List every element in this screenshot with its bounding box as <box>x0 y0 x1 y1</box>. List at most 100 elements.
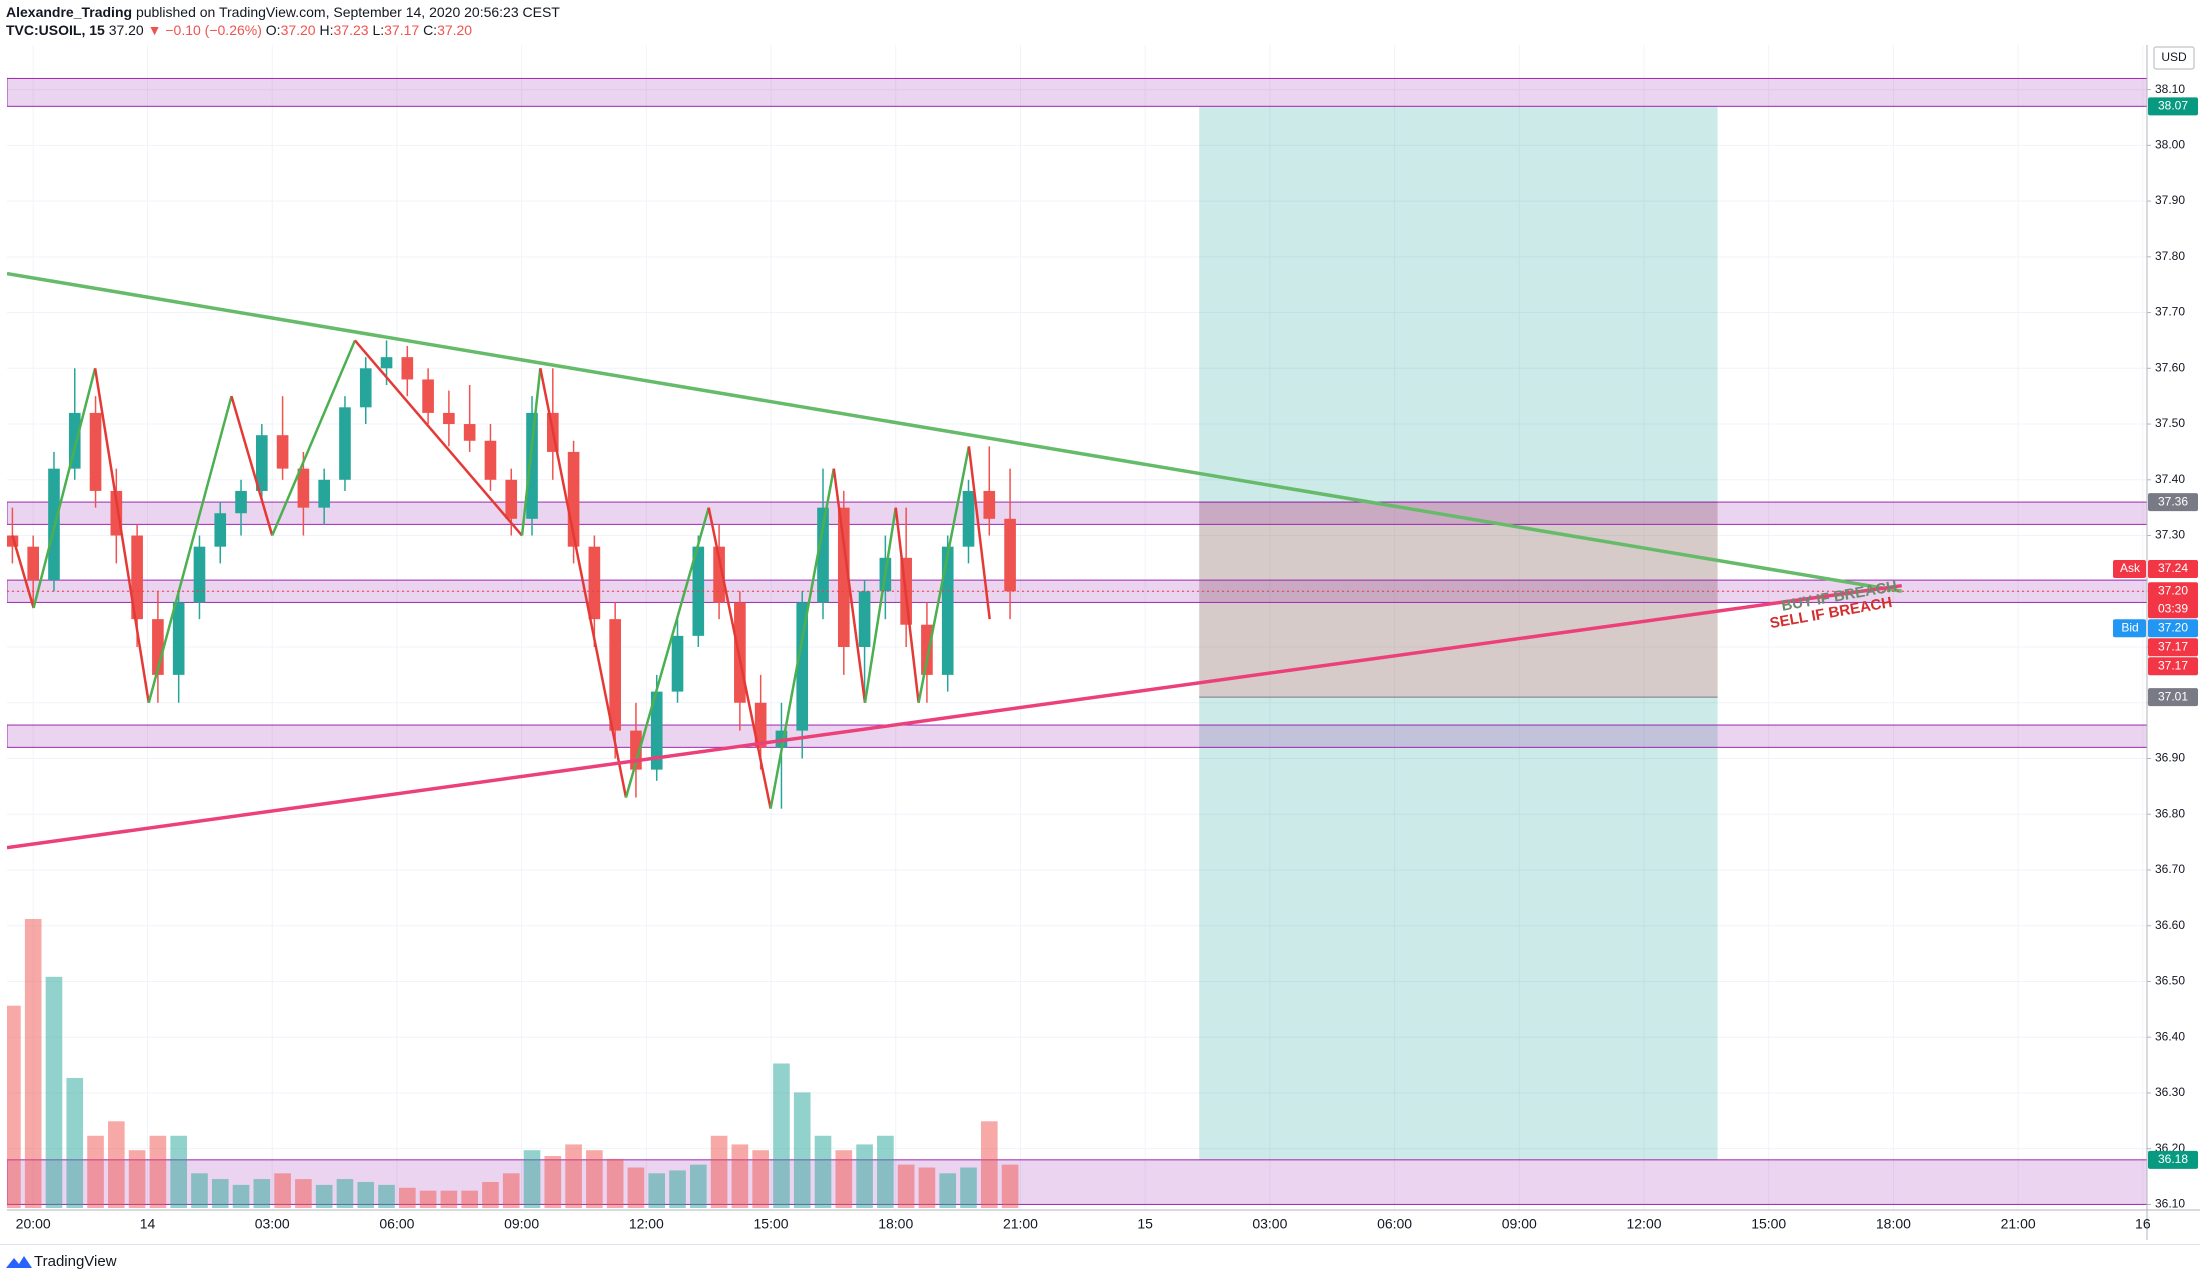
volume-bar <box>128 1150 146 1208</box>
volume-bar <box>689 1164 707 1208</box>
candle-body <box>941 546 954 675</box>
volume-bar <box>440 1190 458 1208</box>
footer: TradingView <box>0 1244 2200 1278</box>
price-badge <box>2148 619 2198 638</box>
symbol: TVC:USOIL, 15 <box>6 22 105 38</box>
volume-bar <box>108 1121 125 1208</box>
candle-body <box>422 379 434 413</box>
x-tick-label: 15:00 <box>1751 1216 1786 1232</box>
volume-bar <box>315 1184 333 1208</box>
ohlc-value: 37.23 <box>333 22 369 38</box>
zigzag-leg <box>863 507 897 703</box>
price-badge <box>2148 493 2198 512</box>
x-tick-label: 06:00 <box>1377 1216 1412 1232</box>
volume-bar <box>627 1167 645 1208</box>
volume-bar <box>565 1144 582 1208</box>
x-tick-label: 06:00 <box>379 1216 414 1232</box>
volume-bar <box>918 1167 936 1208</box>
candle-body <box>650 691 663 770</box>
volume-bar <box>856 1144 873 1208</box>
volume-bar <box>336 1179 354 1208</box>
x-tick-label: 21:00 <box>1003 1216 1038 1232</box>
candle-body <box>89 412 102 491</box>
price-badge-label: 37.17 <box>2158 639 2188 653</box>
candle-body <box>380 357 393 369</box>
zigzag-leg <box>539 368 628 798</box>
x-tick-label: 20:00 <box>16 1216 51 1232</box>
candle-body <box>193 546 206 603</box>
volume-bar <box>45 976 63 1208</box>
zigzag-leg <box>147 395 233 704</box>
candle-body <box>754 702 767 748</box>
volume-bar <box>482 1181 499 1208</box>
x-tick-label: 12:00 <box>1626 1216 1661 1232</box>
candle-body <box>484 440 497 480</box>
zigzag-leg <box>353 339 523 537</box>
price-badge <box>2148 657 2198 676</box>
volume-bar <box>7 1005 21 1208</box>
candle-body <box>463 424 476 441</box>
candle-body <box>172 602 185 675</box>
price-badge <box>2148 1150 2198 1169</box>
y-tick-label: 36.40 <box>2155 1029 2185 1043</box>
publisher: Alexandre_Trading <box>6 4 133 20</box>
zigzag-leg <box>520 368 542 536</box>
volume-bar <box>211 1179 229 1208</box>
published: published on TradingView.com, September … <box>135 4 560 20</box>
x-tick-label: 18:00 <box>878 1216 913 1232</box>
volume-bar <box>66 1077 84 1208</box>
zigzag-leg <box>11 535 35 609</box>
candle-body <box>7 535 19 547</box>
x-tick-label: 16 <box>2135 1216 2151 1232</box>
badge-tag-label: Ask <box>2120 561 2141 575</box>
volume-bar <box>502 1173 520 1208</box>
y-tick-label: 37.90 <box>2155 193 2185 207</box>
brand: TradingView <box>34 1253 117 1270</box>
price-badge <box>2148 582 2198 619</box>
currency-box[interactable] <box>2153 46 2195 70</box>
currency: USD <box>2161 50 2187 64</box>
candle-body <box>359 368 372 408</box>
header: Alexandre_Trading published on TradingVi… <box>6 3 560 39</box>
candle-body <box>858 591 871 648</box>
price-badge-label: 37.24 <box>2158 561 2188 575</box>
candle-body <box>131 535 143 620</box>
candle-body <box>339 407 351 480</box>
loss-zone <box>1199 502 1718 698</box>
y-tick-label: 37.80 <box>2155 249 2185 263</box>
candle-body <box>921 624 933 675</box>
volume-bar <box>835 1150 853 1208</box>
volume-bar <box>669 1170 686 1208</box>
logo <box>6 1256 32 1268</box>
zigzag-leg <box>967 446 991 620</box>
badge-tag <box>2113 619 2146 638</box>
price-badge-label: 37.20 <box>2158 620 2188 634</box>
badge-tag-label: Bid <box>2121 620 2138 634</box>
y-tick-label: 37.30 <box>2155 528 2185 542</box>
ohlc-value: 37.17 <box>384 22 420 38</box>
volume-bar <box>752 1150 769 1208</box>
background <box>0 0 2200 1244</box>
ohlc-key: O: <box>265 22 281 38</box>
volume-bar <box>399 1187 416 1208</box>
y-tick-label: 37.60 <box>2155 360 2185 374</box>
candle-body <box>630 730 642 770</box>
price-badge <box>2148 559 2198 578</box>
x-tick-label: 03:00 <box>255 1216 290 1232</box>
price-badge <box>2148 97 2198 116</box>
volume-bar <box>544 1155 562 1208</box>
candle-body <box>297 468 310 508</box>
candle-body <box>567 451 580 547</box>
x-tick-label: 03:00 <box>1252 1216 1287 1232</box>
candle-body <box>27 546 40 581</box>
candle-body <box>983 490 996 519</box>
candle-body <box>152 619 164 675</box>
x-tick-label: 21:00 <box>2001 1216 2036 1232</box>
volume-bar <box>648 1173 666 1208</box>
ohlc-key: C: <box>423 22 438 38</box>
volume-bar <box>897 1164 915 1208</box>
volume-bar <box>419 1190 437 1208</box>
candle-body <box>401 357 414 380</box>
price-badge <box>2148 688 2198 707</box>
